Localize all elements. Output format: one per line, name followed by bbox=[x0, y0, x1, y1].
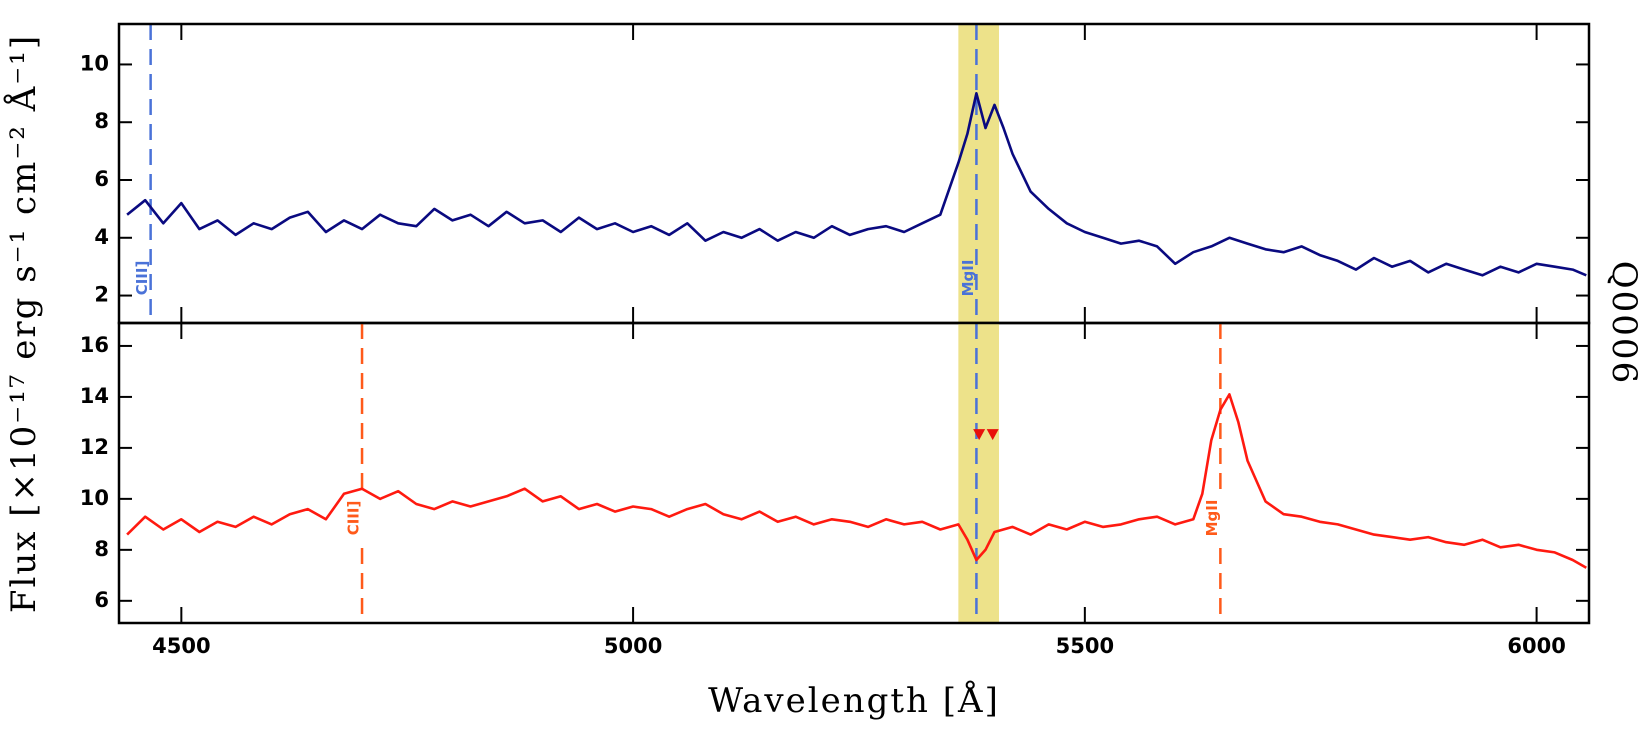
x-axis-label: Wavelength [Å] bbox=[708, 680, 1000, 721]
y-tick-label: 2 bbox=[94, 283, 109, 307]
y-tick-label: 6 bbox=[94, 588, 109, 612]
label-bg bbox=[352, 496, 373, 540]
x-tick-label: 4500 bbox=[152, 634, 210, 658]
highlight-band bbox=[958, 323, 1000, 623]
x-tick-label: 5500 bbox=[1056, 634, 1114, 658]
line-label: CIII] bbox=[345, 501, 363, 536]
x-tick-label: 6000 bbox=[1507, 634, 1565, 658]
side-label: Q0006 bbox=[1604, 261, 1644, 385]
label-bg bbox=[1210, 496, 1231, 540]
x-tick-label: 5000 bbox=[604, 634, 662, 658]
y-tick-label: 12 bbox=[80, 435, 109, 459]
y-tick-label: 10 bbox=[80, 486, 109, 510]
y-tick-label: 16 bbox=[80, 333, 109, 357]
y-tick-label: 6 bbox=[94, 167, 109, 191]
y-tick-label: 14 bbox=[80, 384, 109, 408]
line-label: CIII] bbox=[133, 261, 151, 296]
y-axis-label: Flux [×10⁻¹⁷ erg s⁻¹ cm⁻² Å⁻¹] bbox=[3, 34, 44, 613]
line-label: MgII bbox=[959, 260, 977, 297]
panel-frame bbox=[117, 321, 1591, 625]
y-tick-label: 8 bbox=[94, 537, 109, 561]
panel-frame bbox=[117, 22, 1591, 325]
line-label: MgII bbox=[1203, 500, 1221, 537]
y-tick-label: 4 bbox=[94, 225, 109, 249]
spectrum-line bbox=[126, 92, 1587, 277]
triangle-marker bbox=[973, 429, 986, 441]
triangle-marker bbox=[986, 429, 999, 441]
spectrum-line bbox=[126, 393, 1587, 569]
highlight-band bbox=[958, 24, 1000, 323]
y-tick-label: 10 bbox=[80, 51, 109, 75]
y-tick-label: 8 bbox=[94, 109, 109, 133]
